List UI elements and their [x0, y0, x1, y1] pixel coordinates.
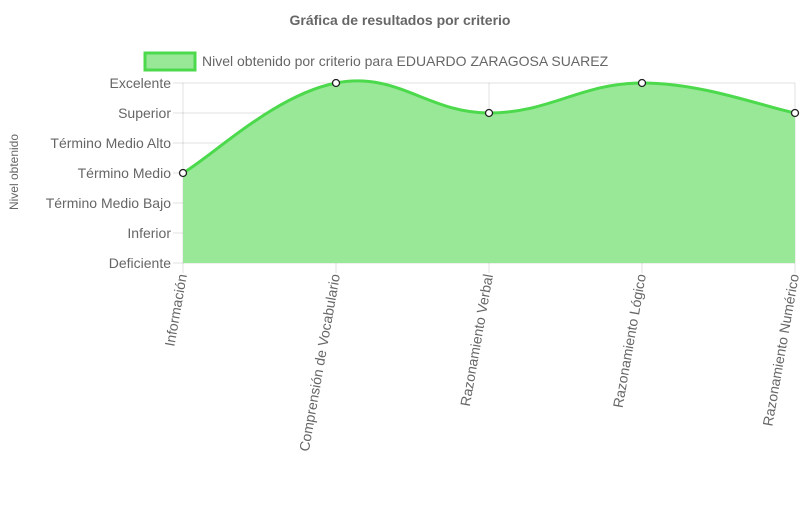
x-tick-label: Razonamiento Verbal: [457, 273, 496, 408]
y-tick-label: Excelente: [110, 75, 172, 91]
legend-label: Nivel obtenido por criterio para EDUARDO…: [202, 53, 609, 69]
chart-title: Gráfica de resultados por criterio: [290, 12, 511, 28]
x-tick-label: Razonamiento Lógico: [610, 273, 649, 409]
x-tick-label: Comprensión de Vocabulario: [296, 273, 343, 453]
y-tick-label: Término Medio Bajo: [46, 195, 171, 211]
y-tick-label: Superior: [118, 105, 171, 121]
y-tick-label: Término Medio Alto: [50, 135, 171, 151]
x-axis: Información Comprensión de Vocabulario Raz…: [161, 273, 800, 453]
data-point[interactable]: [790, 108, 800, 118]
x-tick-label: Información: [161, 273, 189, 348]
y-tick-label: Deficiente: [109, 255, 171, 271]
series-area-fill: [183, 80, 795, 263]
data-point[interactable]: [637, 78, 647, 88]
y-axis: Deficiente Inferior Término Medio Bajo Térm…: [46, 75, 172, 271]
data-point[interactable]: [484, 108, 494, 118]
y-tick-label: Inferior: [127, 225, 171, 241]
data-point[interactable]: [178, 168, 188, 178]
x-tick-label: Razonamiento Numérico: [759, 273, 800, 428]
legend-swatch: [143, 51, 197, 72]
series-points: [178, 78, 800, 178]
data-point[interactable]: [331, 78, 341, 88]
legend[interactable]: Nivel obtenido por criterio para EDUARDO…: [143, 51, 609, 72]
y-axis-title: Nivel obtenido: [7, 134, 21, 210]
y-tick-label: Término Medio: [78, 165, 172, 181]
